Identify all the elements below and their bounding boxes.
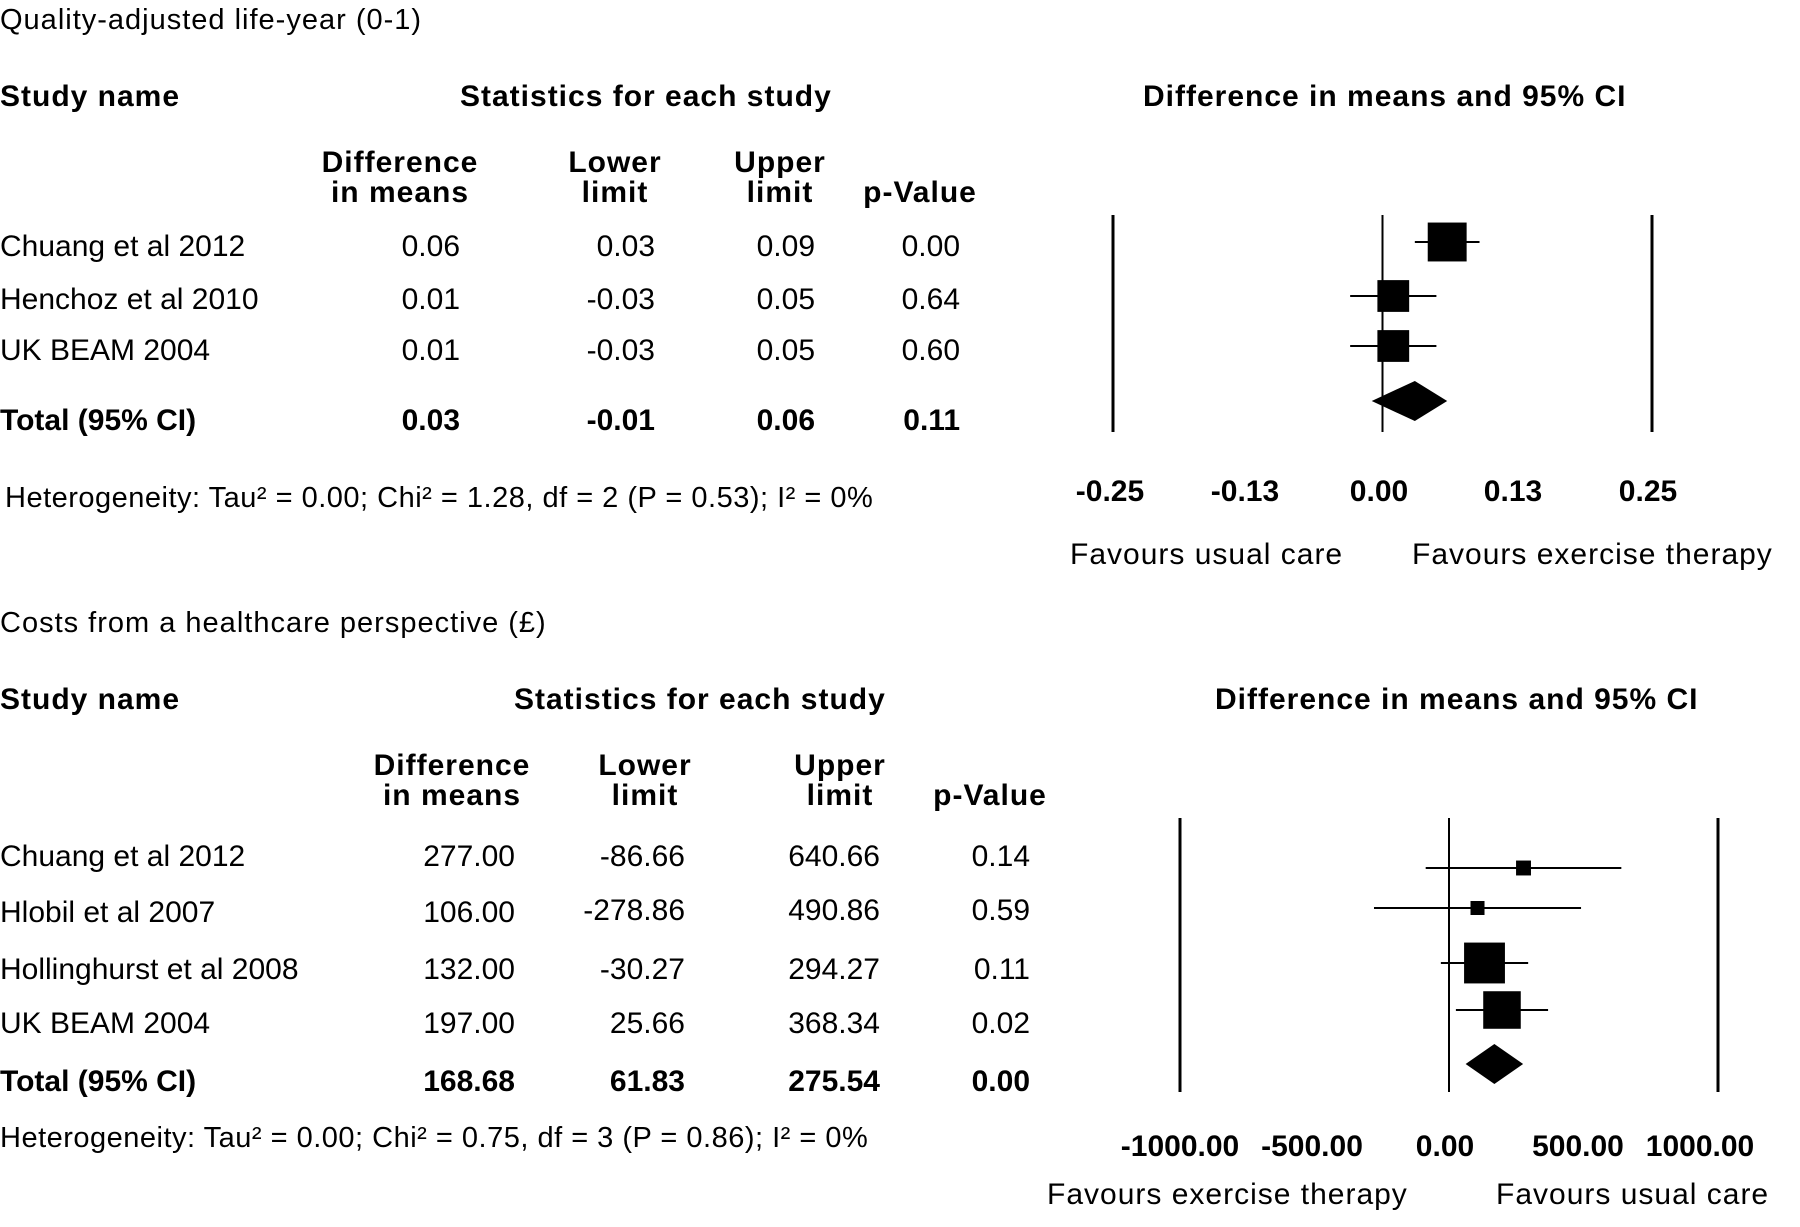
- diff-value: 0.01: [401, 283, 460, 316]
- study-name: Hlobil et al 2007: [0, 896, 216, 929]
- panel1-col-lower: Lower limit: [568, 146, 662, 209]
- diff-value: 106.00: [423, 896, 515, 929]
- upper-value: 640.66: [788, 840, 880, 873]
- study-name: UK BEAM 2004: [0, 1007, 211, 1040]
- upper-value: 294.27: [788, 953, 880, 986]
- panel2-col-diff: Difference in means: [373, 749, 531, 812]
- total-upper: 275.54: [788, 1065, 880, 1098]
- diff-value: 0.01: [401, 334, 460, 367]
- total-label: Total (95% CI): [0, 404, 197, 437]
- upper-value: 368.34: [788, 1007, 880, 1040]
- panel1-study-header: Study name: [0, 80, 181, 113]
- p-value: 0.11: [973, 953, 1030, 986]
- study-point: [1470, 901, 1485, 915]
- panel2-favours-right: Favours usual care: [1496, 1178, 1770, 1211]
- total-diff: 168.68: [423, 1065, 515, 1098]
- axis-tick-label: 0.00: [1415, 1130, 1475, 1163]
- p-value: 0.59: [971, 894, 1030, 927]
- axis-tick-label: 0.25: [1618, 475, 1678, 508]
- study-point: [1377, 330, 1410, 362]
- axis-tick-label: -500.00: [1261, 1130, 1363, 1163]
- panel1-col-p: p-Value: [863, 176, 977, 209]
- panel2-plot-header: Difference in means and 95% CI: [1215, 683, 1699, 716]
- lower-value: 0.03: [596, 230, 655, 263]
- panel2-heterogeneity: Heterogeneity: Tau² = 0.00; Chi² = 0.75,…: [0, 1122, 869, 1154]
- total-lower: -0.01: [586, 404, 655, 437]
- study-point: [1483, 991, 1521, 1029]
- study-name: UK BEAM 2004: [0, 334, 211, 367]
- diff-value: 277.00: [423, 840, 515, 873]
- total-lower: 61.83: [609, 1065, 685, 1098]
- p-value: 0.02: [971, 1007, 1030, 1040]
- axis-tick-label: -0.13: [1210, 475, 1280, 508]
- panel1-col-diff: Difference in means: [321, 146, 479, 209]
- panel1-plot-header: Difference in means and 95% CI: [1143, 80, 1627, 113]
- lower-value: -278.86: [583, 894, 685, 927]
- diff-value: 0.06: [401, 230, 460, 263]
- total-diff: 0.03: [401, 404, 460, 437]
- panel2-title: Costs from a healthcare perspective (£): [0, 607, 547, 639]
- p-value: 0.64: [901, 283, 960, 316]
- axis-tick-label: 0.13: [1483, 475, 1543, 508]
- panel2-favours-left: Favours exercise therapy: [1047, 1178, 1408, 1211]
- panel1-title: Quality-adjusted life-year (0-1): [0, 4, 423, 36]
- panel2-stats-header: Statistics for each study: [514, 683, 886, 716]
- lower-value: -0.03: [586, 334, 655, 367]
- diff-value: 132.00: [423, 953, 515, 986]
- p-value: 0.14: [971, 840, 1030, 873]
- summary-diamond: [1465, 1044, 1524, 1084]
- total-upper: 0.06: [756, 404, 815, 437]
- diff-value: 197.00: [423, 1007, 515, 1040]
- study-point: [1427, 222, 1467, 262]
- panel2-study-header: Study name: [0, 683, 181, 716]
- axis-tick-label: 1000.00: [1645, 1130, 1755, 1163]
- axis-tick-label: -1000.00: [1120, 1130, 1240, 1163]
- panel1-favours-right: Favours exercise therapy: [1412, 538, 1773, 571]
- panel1-favours-left: Favours usual care: [1070, 538, 1344, 571]
- study-name: Chuang et al 2012: [0, 230, 246, 263]
- upper-value: 0.09: [756, 230, 815, 263]
- p-value: 0.60: [901, 334, 960, 367]
- panel2-col-upper: Upper limit: [794, 749, 886, 812]
- p-value: 0.00: [901, 230, 960, 263]
- total-label: Total (95% CI): [0, 1065, 197, 1098]
- lower-value: -0.03: [586, 283, 655, 316]
- panel2-col-lower: Lower limit: [598, 749, 692, 812]
- axis-tick-label: 0.00: [1349, 475, 1409, 508]
- total-p: 0.11: [903, 404, 960, 437]
- panel1-col-upper: Upper limit: [734, 146, 826, 209]
- study-name: Henchoz et al 2010: [0, 283, 259, 316]
- study-name: Hollinghurst et al 2008: [0, 953, 299, 986]
- upper-value: 0.05: [756, 283, 815, 316]
- study-name: Chuang et al 2012: [0, 840, 246, 873]
- panel2-col-p: p-Value: [933, 779, 1047, 812]
- study-point: [1377, 280, 1410, 312]
- upper-value: 0.05: [756, 334, 815, 367]
- panel1-stats-header: Statistics for each study: [460, 80, 832, 113]
- axis-tick-label: 500.00: [1532, 1130, 1624, 1163]
- lower-value: 25.66: [609, 1007, 685, 1040]
- total-p: 0.00: [971, 1065, 1030, 1098]
- lower-value: -86.66: [599, 840, 685, 873]
- axis-tick-label: -0.25: [1075, 475, 1145, 508]
- panel1-heterogeneity: Heterogeneity: Tau² = 0.00; Chi² = 1.28,…: [5, 482, 874, 514]
- summary-diamond: [1371, 381, 1448, 421]
- upper-value: 490.86: [788, 894, 880, 927]
- lower-value: -30.27: [599, 953, 685, 986]
- study-point: [1516, 860, 1531, 876]
- study-point: [1464, 942, 1505, 984]
